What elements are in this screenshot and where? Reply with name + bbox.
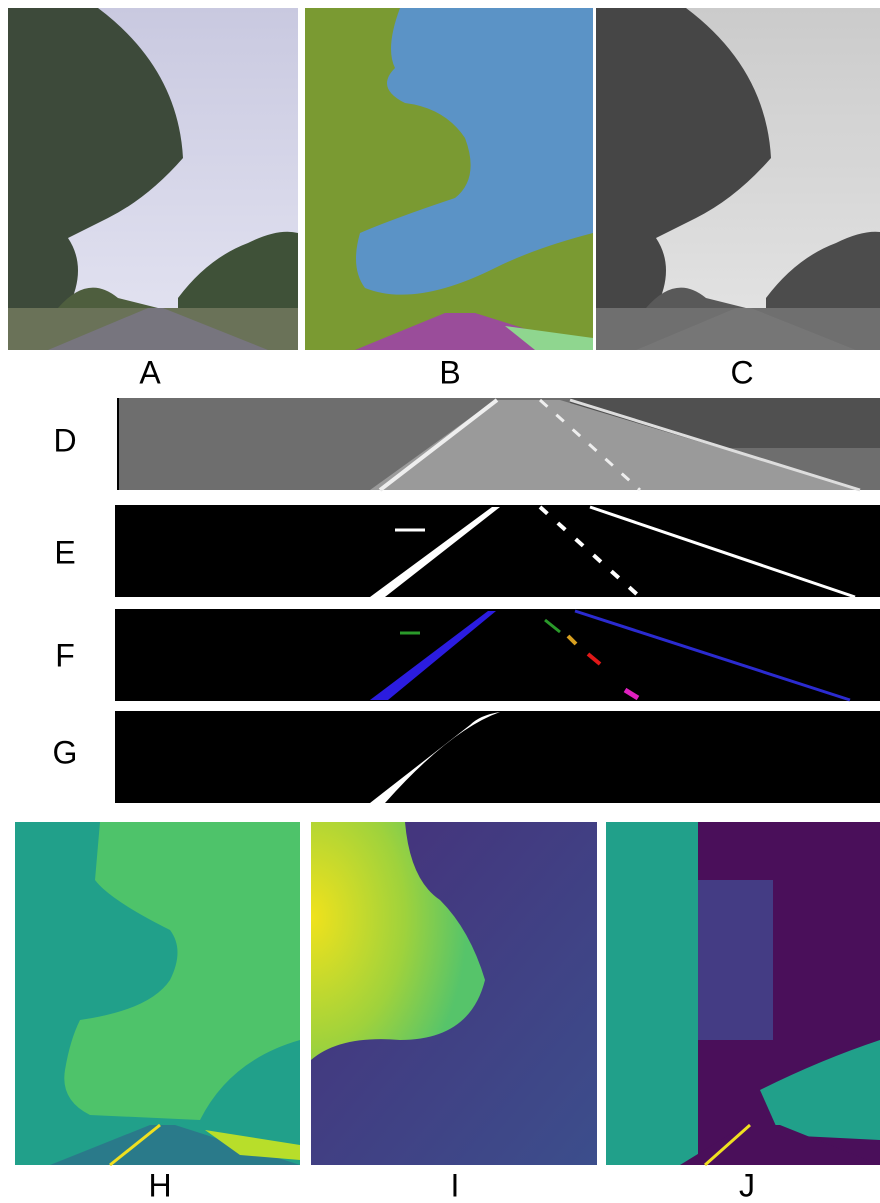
panel-f-image bbox=[115, 609, 880, 701]
panel-g-image bbox=[115, 711, 880, 803]
panel-label: D bbox=[53, 422, 76, 458]
panel-h-image bbox=[15, 822, 300, 1165]
panel-label: H bbox=[148, 1167, 171, 1203]
figure: A B C D E F G bbox=[0, 0, 880, 1203]
panel-e-image bbox=[115, 505, 880, 597]
panel-label: J bbox=[739, 1167, 755, 1203]
panel-label: I bbox=[451, 1167, 460, 1203]
panel-label: F bbox=[55, 637, 75, 673]
panel-i-image bbox=[311, 822, 597, 1165]
panel-label: B bbox=[439, 354, 460, 390]
panel-a-image bbox=[8, 8, 298, 350]
panel-label: E bbox=[54, 534, 75, 570]
panel-label: G bbox=[53, 734, 78, 770]
page: {"panels": [{"label": "A"}, {"label": "B… bbox=[0, 0, 880, 1203]
panel-c-image bbox=[596, 8, 880, 350]
panel-d-image bbox=[118, 398, 880, 490]
panel-label: A bbox=[139, 354, 161, 390]
panel-j-image bbox=[606, 822, 880, 1165]
panel-b-image bbox=[305, 8, 593, 350]
panel-label: C bbox=[730, 354, 753, 390]
